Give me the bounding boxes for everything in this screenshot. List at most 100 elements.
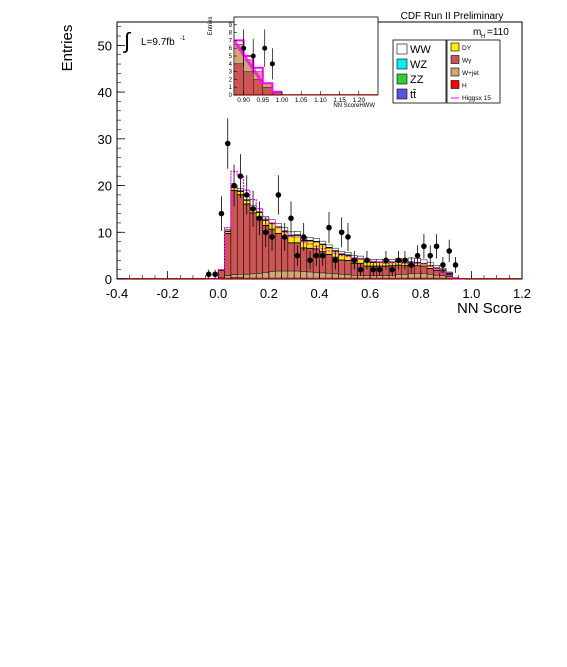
integral-symbol: ∫ [122, 28, 132, 53]
luminosity-annotation: ∫ L=9.7fb -1 [122, 28, 186, 53]
inset-stacked-histograms [232, 39, 378, 96]
x-tick-label: -0.2 [156, 286, 178, 301]
data-point [389, 266, 396, 273]
legend-swatch [396, 73, 408, 85]
data-point [294, 252, 301, 259]
y-axis-label: Entries [59, 25, 76, 72]
data-point [262, 229, 269, 236]
main-x-axis: -0.4 -0.2 0.0 0.2 0.4 0.6 0.8 1.0 1.2 [106, 271, 531, 301]
lumi-text: L=9.7fb [141, 37, 175, 48]
legend-swatch [450, 55, 460, 64]
inset-wgamma-bar [262, 86, 273, 96]
data-point [440, 262, 446, 268]
x-tick-label: 1.2 [513, 286, 531, 301]
legend-swatch [396, 88, 408, 100]
data-point [205, 271, 212, 278]
x-tick-label: 0.4 [310, 286, 328, 301]
inset-y-tick-label: 3 [229, 70, 233, 76]
data-point [269, 234, 275, 240]
inset-y-tick-label: 0 [229, 93, 233, 99]
data-point [275, 192, 282, 198]
legend-label: WW [410, 44, 431, 56]
y-tick-label: 50 [98, 38, 112, 53]
data-point [250, 206, 256, 212]
inset-x-tick-label: 1.05 [295, 97, 308, 104]
stack-bar [281, 270, 289, 280]
mass-label-sub: H [481, 34, 485, 40]
y-tick-label: 10 [98, 225, 112, 240]
legend-label: tt̄ [410, 89, 416, 101]
x-axis-label: NN Score [457, 300, 522, 317]
inset-y-tick-label: 9 [229, 23, 233, 29]
data-point [212, 271, 218, 278]
stack-bar [224, 233, 232, 280]
data-point [370, 266, 377, 273]
legend-swatch [396, 58, 408, 70]
legend-swatch [450, 67, 460, 77]
inset-plot: 0.90 0.95 1.00 1.05 1.10 1.15 1.20 0123456789 … [208, 16, 379, 109]
inset-x-axis-label: NN ScoreHWW [333, 103, 375, 109]
y-tick-label: 30 [98, 132, 112, 147]
data-point [395, 257, 402, 264]
x-tick-label: 0.0 [209, 286, 227, 301]
stack-bar [236, 194, 244, 280]
data-point [351, 257, 358, 264]
data-point [243, 192, 250, 198]
legend-swatch [450, 80, 460, 89]
legend-swatch [396, 43, 408, 55]
signal-line [205, 170, 466, 280]
data-point [338, 229, 345, 236]
inset-data-point [262, 45, 268, 51]
data-point [218, 210, 225, 217]
inset-x-tick-label: 0.95 [256, 97, 269, 104]
data-point [313, 252, 320, 259]
y-tick-label: 0 [105, 272, 112, 287]
inset-x-tick-label: 1.15 [333, 97, 346, 104]
legend-swatch [450, 42, 460, 52]
main-y-axis: 0 10 20 30 40 50 [98, 26, 125, 287]
data-point [446, 248, 453, 254]
y-tick-label: 40 [98, 85, 112, 100]
data-point [402, 257, 408, 264]
inset-x-tick-label: 1.20 [352, 97, 365, 104]
main-data-points [205, 118, 459, 279]
data-point [288, 215, 294, 222]
inset-y-tick-label: 7 [229, 38, 233, 44]
x-tick-label: 0.8 [412, 286, 430, 301]
data-point [281, 234, 288, 240]
legend-label: Wγ [462, 58, 472, 65]
inset-x-tick-label: 1.10 [314, 97, 327, 104]
data-point [345, 234, 351, 240]
data-point [237, 173, 244, 179]
data-point [231, 182, 237, 189]
inset-signal-band [232, 39, 265, 85]
data-point [332, 257, 339, 264]
data-point [414, 252, 421, 259]
data-point [319, 252, 326, 259]
inset-y-tick-label: 6 [229, 46, 233, 52]
data-point [383, 257, 389, 264]
inset-y-axis-label: Entries [208, 17, 214, 36]
inset-y-tick-label: 4 [229, 62, 233, 68]
stack-bar [293, 270, 301, 280]
x-tick-label: 0.6 [361, 286, 379, 301]
stack-bar [243, 203, 251, 280]
inset-wgamma-bar [243, 71, 254, 96]
data-point [256, 215, 263, 222]
data-point [307, 257, 313, 264]
inset-y-tick-label: 5 [229, 54, 233, 60]
x-tick-label: 1.0 [462, 286, 480, 301]
inset-data-point [269, 61, 275, 67]
data-point [408, 262, 415, 268]
y-tick-label: 20 [98, 179, 112, 194]
legend-label: ZZ [410, 74, 424, 86]
legend-label: Higgsx 15 [462, 95, 491, 102]
legend-label: H [462, 83, 467, 90]
legend: WW WZ ZZ tt̄ DY Wγ W+jet H Higgsx 15 [392, 39, 501, 104]
data-point [376, 266, 383, 273]
data-point [300, 234, 307, 240]
inset-y-tick-label: 2 [229, 77, 233, 83]
legend-label: DY [462, 45, 472, 52]
